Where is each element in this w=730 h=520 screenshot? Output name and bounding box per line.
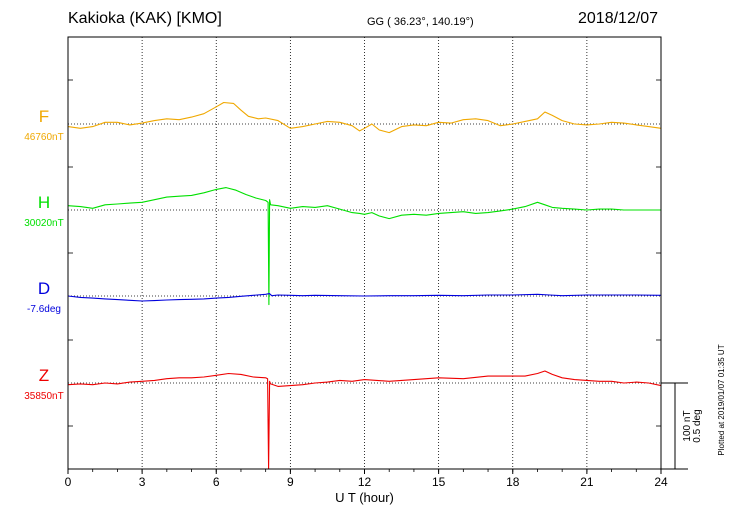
plot-date: 2018/12/07 [578,10,659,27]
component-label-z: Z [39,366,49,385]
geographic-coordinates: GG ( 36.23°, 140.19°) [367,16,474,28]
x-tick-label: 6 [213,475,220,489]
series-line-h [67,187,661,306]
x-axis-title: U T (hour) [335,490,394,505]
baseline-value-f: 46760nT [24,132,63,143]
x-tick-label: 9 [287,475,294,489]
x-tick-label: 18 [506,475,520,489]
series-line-z [67,370,662,470]
x-tick-label: 0 [65,475,72,489]
x-tick-label: 24 [654,475,668,489]
x-tick-label: 21 [580,475,594,489]
scale-label-nt: 100 nT [682,410,693,441]
scale-bar: 100 nT 0.5 deg [661,382,703,470]
component-label-d: D [38,279,50,298]
baseline-value-z: 35850nT [24,391,63,402]
scale-label-deg: 0.5 deg [692,409,703,442]
x-tick-label: 15 [432,475,446,489]
grid-layer [141,37,588,469]
series-line-f [67,101,662,134]
x-tick-label: 12 [358,475,372,489]
series-line-d [67,293,662,302]
plotted-timestamp: Plotted at 2019/01/07 01:35 UT [717,344,726,455]
baseline-value-d: -7.6deg [27,304,61,315]
tick-layer [67,36,662,474]
label-layer: 0 3 6 9 12 15 18 21 24 F 46760nT H 30020nT D -7.6deg Z 3… [24,107,668,489]
series-layer [67,101,662,470]
baseline-value-h: 30020nT [24,218,63,229]
component-label-f: F [39,107,49,126]
x-tick-label: 3 [139,475,146,489]
component-label-h: H [38,193,50,212]
station-title: Kakioka (KAK) [KMO] [68,10,222,27]
